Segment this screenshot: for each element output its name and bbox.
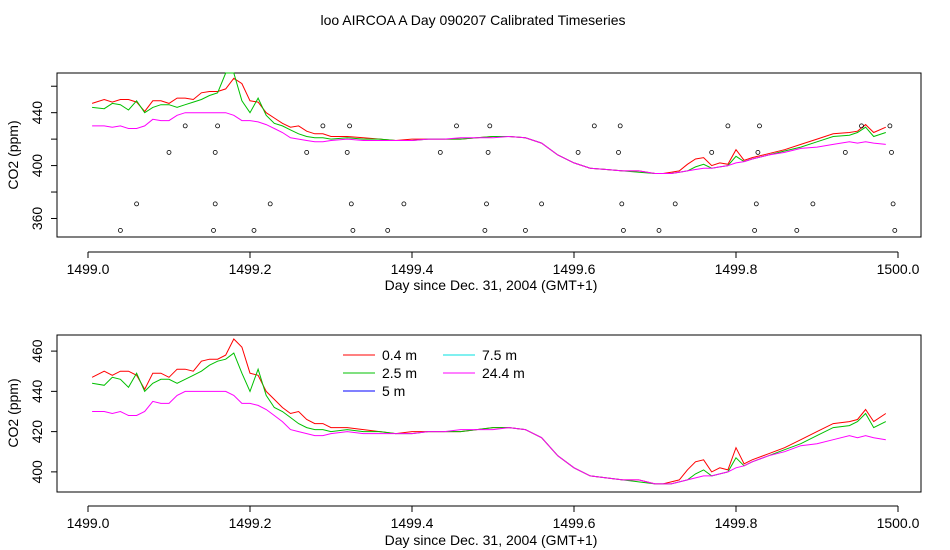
scatter-point — [251, 227, 257, 233]
top-y-axis: 360 400 440 — [29, 85, 58, 231]
x-tick-label: 1499.6 — [553, 515, 596, 531]
scatter-point — [304, 149, 310, 155]
scatter-point — [725, 123, 731, 129]
scatter-point — [118, 227, 123, 233]
x-tick-label: 1499.8 — [715, 261, 758, 277]
scatter-point — [344, 149, 350, 155]
scatter-point — [672, 201, 678, 207]
series-line-24-4m-panel1 — [92, 390, 886, 485]
top-y-axis-label: CO2 (ppm) — [5, 120, 21, 189]
scatter-point — [752, 227, 757, 233]
scatter-point — [892, 227, 898, 233]
scatter-point — [755, 149, 761, 155]
scatter-point — [211, 227, 216, 233]
scatter-point — [575, 149, 581, 155]
scatter-point — [753, 201, 759, 207]
scatter-point — [810, 201, 816, 207]
legend-label-5m: 5 m — [382, 383, 405, 399]
legend-label-24-4m: 24.4 m — [482, 365, 525, 381]
scatter-point — [617, 123, 623, 129]
series-line-24-4m-panel0 — [92, 112, 886, 174]
x-tick-label: 1499.4 — [391, 515, 434, 531]
bottom-y-axis: 400 420 440 460 — [29, 339, 58, 484]
top-panel: 1499.0 1499.2 1499.4 1499.6 1499.8 1500.0 360… — [5, 72, 922, 293]
x-tick-label: 1499.0 — [67, 261, 110, 277]
legend-label-2-5m: 2.5 m — [382, 365, 417, 381]
legend-label-7-5m: 7.5 m — [482, 347, 517, 363]
scatter-point — [348, 201, 354, 207]
x-tick-label: 1499.6 — [553, 261, 596, 277]
scatter-point — [401, 201, 407, 207]
top-x-axis-label: Day since Dec. 31, 2004 (GMT+1) — [385, 277, 598, 293]
scatter-point — [320, 123, 326, 129]
y-tick-label: 400 — [29, 460, 45, 484]
scatter-point — [757, 123, 762, 129]
scatter-point — [484, 201, 489, 207]
scatter-point — [134, 201, 140, 207]
scatter-point — [539, 201, 544, 207]
scatter-point — [482, 227, 488, 233]
bottom-data-marks — [91, 338, 887, 485]
figure-title: loo AIRCOA A Day 090207 Calibrated Times… — [320, 12, 625, 28]
bottom-x-axis: 1499.0 1499.2 1499.4 1499.6 1499.8 1500.0 — [67, 505, 920, 531]
scatter-point — [889, 149, 894, 155]
scatter-point — [182, 123, 188, 129]
x-tick-label: 1499.0 — [67, 515, 110, 531]
bottom-panel: 1499.0 1499.2 1499.4 1499.6 1499.8 1500.0 400… — [5, 334, 922, 548]
y-tick-label: 440 — [29, 101, 45, 125]
legend-label-0-4m: 0.4 m — [382, 347, 417, 363]
y-tick-label: 420 — [29, 420, 45, 444]
x-tick-label: 1500.0 — [877, 261, 920, 277]
scatter-point — [842, 149, 848, 155]
scatter-point — [656, 227, 662, 233]
x-tick-label: 1500.0 — [877, 515, 920, 531]
top-plot-frame — [56, 72, 922, 238]
top-x-axis: 1499.0 1499.2 1499.4 1499.6 1499.8 1500.0 — [67, 251, 920, 277]
scatter-point — [215, 123, 221, 129]
scatter-point — [616, 149, 621, 155]
scatter-point — [890, 201, 896, 207]
scatter-point — [591, 123, 597, 129]
scatter-point — [212, 149, 218, 155]
x-tick-label: 1499.2 — [229, 261, 272, 277]
scatter-point — [385, 227, 391, 233]
scatter-point — [859, 123, 864, 129]
bottom-y-axis-label: CO2 (ppm) — [5, 378, 21, 447]
scatter-point — [887, 123, 893, 129]
x-tick-label: 1499.8 — [715, 515, 758, 531]
top-data-marks — [91, 72, 898, 233]
y-tick-label: 440 — [29, 379, 45, 403]
y-tick-label: 360 — [29, 207, 45, 231]
scatter-point — [166, 149, 172, 155]
scatter-point — [621, 227, 626, 233]
scatter-point — [267, 201, 273, 207]
x-tick-label: 1499.4 — [391, 261, 434, 277]
series-line-0-4m-panel0 — [91, 77, 887, 174]
scatter-point — [347, 123, 353, 129]
scatter-point — [212, 201, 218, 207]
scatter-point — [619, 201, 625, 207]
scatter-point — [437, 149, 443, 155]
scatter-point — [523, 227, 528, 233]
x-tick-label: 1499.2 — [229, 515, 272, 531]
bottom-x-axis-label: Day since Dec. 31, 2004 (GMT+1) — [385, 532, 598, 548]
scatter-point — [709, 149, 715, 155]
scatter-point — [454, 123, 459, 129]
scatter-point — [350, 227, 356, 233]
series-line-2-5m-panel0 — [92, 72, 886, 174]
scatter-point — [485, 149, 491, 155]
scatter-point — [794, 227, 800, 233]
scatter-point — [487, 123, 493, 129]
y-tick-label: 400 — [29, 154, 45, 178]
legend: 0.4 m 2.5 m 5 m 7.5 m 24.4 m — [343, 347, 525, 399]
y-tick-label: 460 — [29, 339, 45, 363]
